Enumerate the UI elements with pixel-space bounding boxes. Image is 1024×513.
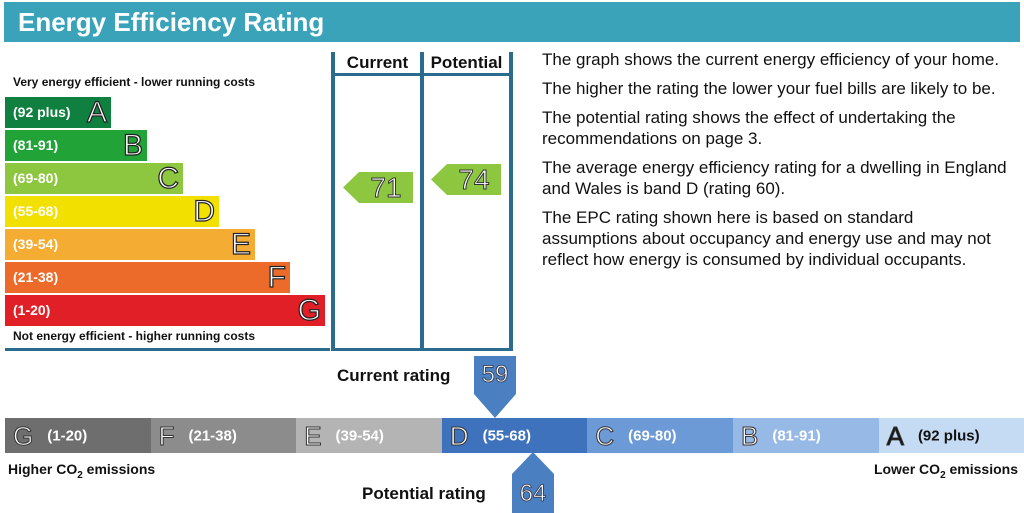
description-paragraph: The potential rating shows the effect of… <box>542 108 956 148</box>
potential-rating-value: 74 <box>458 164 490 196</box>
co2-band-range: (39-54) <box>335 427 384 445</box>
co2-potential-value: 64 <box>519 480 547 508</box>
co2-current-marker <box>474 356 516 418</box>
page-title: Energy Efficiency Rating <box>4 2 1020 42</box>
current-column-header: Current <box>346 53 409 72</box>
description-paragraph: The EPC rating shown here is based on st… <box>542 208 991 269</box>
band-g: (1-20) G <box>5 293 325 328</box>
top-note: Very energy efficient - lower running co… <box>13 75 256 89</box>
column-header-line <box>331 73 513 76</box>
co2-band-e: E (39-54) <box>296 418 442 453</box>
co2-band-f: F (21-38) <box>150 418 297 453</box>
higher-co2-label: Higher CO2 emissions <box>8 461 156 481</box>
co2-band-letter: C <box>595 420 615 451</box>
band-letter: D <box>193 194 216 228</box>
current-rating-arrow: 71 <box>343 172 413 204</box>
co2-band-letter: B <box>740 420 759 451</box>
bottom-note: Not energy efficient - higher running co… <box>13 329 256 343</box>
column-divider-right <box>509 52 513 351</box>
column-divider-left <box>331 52 335 351</box>
band-letter: G <box>297 293 322 327</box>
band-letter: C <box>157 161 180 195</box>
column-divider-middle <box>420 52 424 351</box>
co2-band-range: (21-38) <box>188 427 237 445</box>
co2-band-range: (69-80) <box>628 427 677 445</box>
band-range: (81-91) <box>13 137 59 153</box>
co2-band-letter: G <box>12 420 34 451</box>
current-rating-value: 71 <box>370 172 402 204</box>
description-paragraph: The higher the rating the lower your fue… <box>542 79 996 98</box>
co2-band-d: D (55-68) <box>441 418 588 453</box>
co2-band-b: B (81-91) <box>733 418 879 453</box>
co2-band-letter: A <box>886 420 904 451</box>
band-range: (39-54) <box>13 236 59 252</box>
description-paragraph: The graph shows the current energy effic… <box>542 50 1000 69</box>
band-range: (69-80) <box>13 170 59 186</box>
band-e: (39-54) E <box>5 227 255 262</box>
description-paragraph: The average energy efficiency rating for… <box>542 158 1007 198</box>
co2-band-letter: E <box>304 420 322 451</box>
band-range: (92 plus) <box>13 104 71 120</box>
band-f: (21-38) F <box>5 260 290 295</box>
co2-band-letter: F <box>158 420 175 451</box>
co2-band-c: C (69-80) <box>587 418 733 453</box>
potential-rating-arrow: 74 <box>431 164 501 196</box>
co2-band-range: (55-68) <box>482 427 531 445</box>
potential-column-header: Potential <box>430 53 503 72</box>
band-range: (1-20) <box>13 302 51 318</box>
band-letter: E <box>230 227 251 261</box>
co2-band-g: G (1-20) <box>5 418 151 453</box>
co2-potential-label: Potential rating <box>362 484 486 503</box>
band-letter: B <box>122 128 143 162</box>
co2-current-label: Current rating <box>337 366 451 385</box>
co2-band-range: (92 plus) <box>917 427 980 445</box>
co2-band-a: A (92 plus) <box>878 418 1024 453</box>
band-b: (81-91) B <box>5 128 147 163</box>
co2-potential-marker <box>512 452 554 513</box>
band-letter: A <box>86 95 107 129</box>
current-arrow-shape <box>343 172 413 203</box>
band-d: (55-68) D <box>5 194 219 229</box>
description: The graph shows the current energy effic… <box>542 49 1012 278</box>
co2-band-letter: D <box>449 420 469 451</box>
lower-co2-label: Lower CO2 emissions <box>873 461 1018 481</box>
chart-bottom-line <box>5 348 330 351</box>
co2-band-range: (81-91) <box>772 427 821 445</box>
band-letter: F <box>267 260 287 294</box>
co2-current-value: 59 <box>481 361 509 389</box>
band-range: (21-38) <box>13 269 59 285</box>
band-a: (92 plus) A <box>5 95 111 130</box>
band-c: (69-80) C <box>5 161 183 196</box>
column-bottom-line <box>331 348 513 351</box>
band-range: (55-68) <box>13 203 59 219</box>
potential-arrow-shape <box>431 164 501 195</box>
co2-band-range: (1-20) <box>47 427 88 445</box>
